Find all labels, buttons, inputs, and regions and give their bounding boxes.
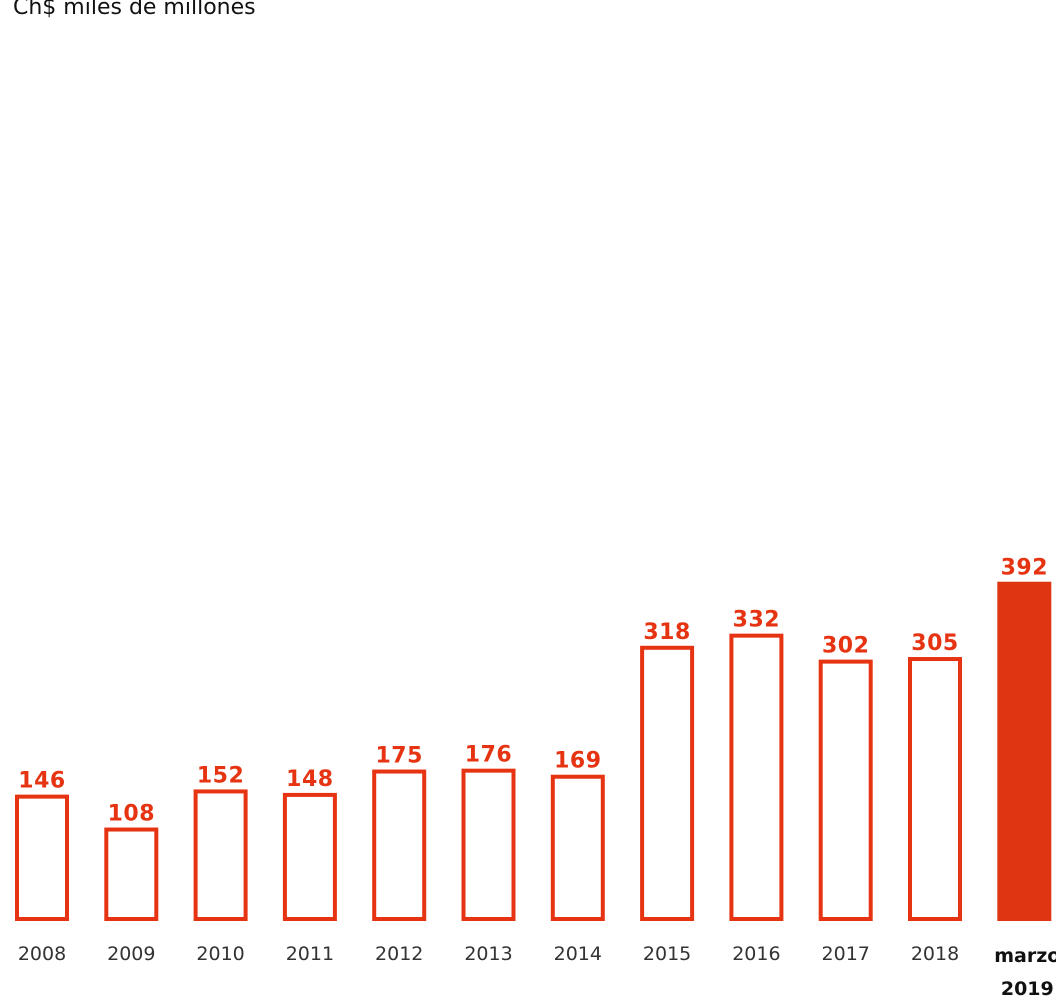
category-label-2013: 2013 [464,943,512,965]
bar-2014 [550,774,605,922]
category-label-2014: 2014 [554,943,602,965]
bar-2013 [461,768,516,921]
category-labels-group: 2008 2009 2010 2011 2012 2013 2014 2015 2016 2017… [18,943,1056,1000]
bar-2017 [818,659,873,922]
value-label-2016: 332 [733,608,780,633]
bar-2009 [104,827,159,921]
bar-2016 [729,633,784,921]
category-label-marzo-2019: marzo 2019 [994,945,1056,1000]
bar-2008 [15,794,69,922]
bar-2018 [908,657,962,922]
bar-2011 [282,792,337,922]
value-label-2017: 302 [822,634,869,659]
value-label-2009: 108 [108,802,155,827]
unit-label: Ch$ miles de millones [13,0,256,20]
category-label-2015: 2015 [643,943,691,965]
category-label-2011: 2011 [286,943,334,965]
category-label-2017: 2017 [822,943,870,965]
value-labels-group: 146 108 152 148 175 176 169 318 332 302 305 392 [18,556,1048,827]
value-label-2014: 169 [554,749,601,774]
bars-group [15,581,1052,922]
category-label-2009: 2009 [107,943,155,965]
bar-2010 [193,789,248,921]
value-label-2013: 176 [465,743,512,768]
category-label-2016: 2016 [732,943,780,965]
value-label-2012: 175 [375,744,422,769]
bar-2015 [640,645,695,921]
category-label-2018: 2018 [911,943,959,965]
category-label-2012: 2012 [375,943,423,965]
category-label-2010: 2010 [196,943,244,965]
value-label-2018: 305 [911,631,958,656]
bar-marzo-2019 [997,581,1052,921]
value-label-2015: 318 [643,620,690,645]
bar-2012 [372,769,427,921]
value-label-2011: 148 [286,767,333,792]
value-label-2008: 146 [18,769,65,794]
value-label-2010: 152 [197,763,244,788]
value-label-marzo-2019: 392 [1001,556,1048,581]
category-label-2008: 2008 [18,943,66,965]
